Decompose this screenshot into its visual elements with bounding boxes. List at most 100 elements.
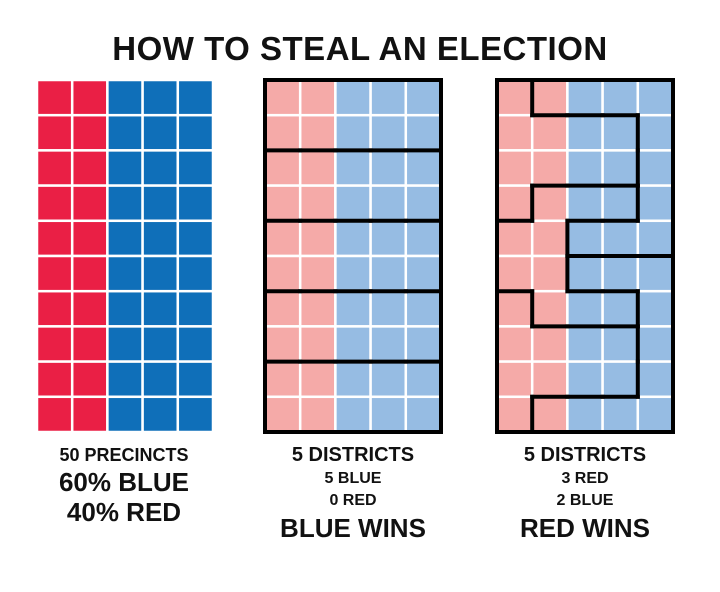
precinct-red (530, 289, 569, 328)
precinct-red (70, 254, 109, 293)
precinct-red (495, 289, 534, 328)
precinct-blue (176, 184, 215, 223)
precinct-blue (566, 78, 604, 117)
precinct-red (263, 113, 302, 152)
precinct-blue (334, 113, 372, 152)
precinct-blue (141, 325, 180, 363)
precinct-red (263, 325, 302, 363)
caption-line: 5 BLUE (324, 470, 382, 487)
precinct-blue (566, 254, 604, 293)
precinct-blue (636, 219, 675, 258)
precinct-red (298, 184, 337, 223)
precinct-blue (566, 219, 604, 258)
caption-line: 50 PRECINCTS (59, 445, 189, 465)
state-outline (495, 78, 675, 434)
precinct-red (530, 78, 569, 117)
precinct-blue (176, 113, 215, 152)
precinct-blue (404, 325, 443, 363)
precinct-red (495, 149, 534, 187)
precinct-red (35, 113, 74, 152)
precinct-red (263, 78, 302, 117)
precinct-blue (106, 78, 144, 117)
precinct-red (298, 254, 337, 293)
precinct-blue (404, 254, 443, 293)
precinct-blue (601, 254, 640, 293)
precinct-blue (141, 254, 180, 293)
precinct-blue (566, 325, 604, 363)
precinct-blue (566, 395, 604, 434)
precinct-red (70, 395, 109, 434)
precinct-red (298, 289, 337, 328)
precinct-red (530, 325, 569, 363)
caption-result: BLUE WINS (280, 513, 426, 543)
precinct-blue (334, 219, 372, 258)
precinct-red (35, 219, 74, 258)
precinct-red (495, 325, 534, 363)
precinct-blue (176, 78, 215, 117)
precinct-blue (636, 184, 675, 223)
precinct-red (263, 149, 302, 187)
precinct-blue (566, 289, 604, 328)
precinct-blue (601, 289, 640, 328)
precinct-red (70, 184, 109, 223)
precinct-blue (369, 254, 408, 293)
precinct-blue (334, 78, 372, 117)
precinct-red (263, 360, 302, 399)
precinct-red (530, 360, 569, 399)
precinct-blue (404, 113, 443, 152)
title: HOW TO STEAL AN ELECTION (112, 30, 608, 67)
precinct-blue (369, 360, 408, 399)
precinct-red (530, 184, 569, 223)
precinct-blue (636, 113, 675, 152)
precinct-blue (636, 149, 675, 187)
precinct-blue (566, 113, 604, 152)
precinct-red (495, 78, 534, 117)
precinct-blue (601, 219, 640, 258)
precinct-blue (369, 395, 408, 434)
precinct-blue (369, 184, 408, 223)
precinct-blue (404, 184, 443, 223)
precinct-blue (601, 149, 640, 187)
caption-line: 0 RED (329, 492, 377, 509)
precinct-blue (369, 219, 408, 258)
precinct-red (70, 325, 109, 363)
precinct-red (35, 149, 74, 187)
precinct-red (298, 78, 337, 117)
precinct-red (495, 254, 534, 293)
caption-result: RED WINS (520, 513, 650, 543)
precinct-blue (566, 149, 604, 187)
grid-panel-2 (263, 78, 443, 434)
precinct-blue (369, 78, 408, 117)
precinct-red (263, 254, 302, 293)
precinct-red (70, 149, 109, 187)
caption-line: 5 DISTRICTS (291, 444, 415, 466)
precinct-blue (369, 113, 408, 152)
precinct-blue (601, 360, 640, 399)
precinct-red (70, 113, 109, 152)
precinct-red (530, 395, 569, 434)
caption-fair-districts: 5 DISTRICTS 5 BLUE 0 RED BLUE WINS (233, 445, 473, 541)
precinct-blue (566, 360, 604, 399)
precinct-red (298, 149, 337, 187)
precinct-red (530, 219, 569, 258)
precinct-blue (601, 325, 640, 363)
precinct-blue (106, 360, 144, 399)
precinct-blue (334, 149, 372, 187)
precinct-blue (636, 325, 675, 363)
precinct-blue (334, 360, 372, 399)
precinct-blue (334, 254, 372, 293)
precinct-red (495, 184, 534, 223)
precinct-blue (404, 219, 443, 258)
precinct-blue (636, 289, 675, 328)
precinct-blue (141, 78, 180, 117)
precinct-red (298, 219, 337, 258)
precinct-red (298, 113, 337, 152)
precinct-blue (176, 360, 215, 399)
precinct-blue (141, 113, 180, 152)
precinct-blue (601, 78, 640, 117)
precinct-blue (176, 395, 215, 434)
precinct-red (263, 289, 302, 328)
precinct-blue (176, 289, 215, 328)
precinct-blue (141, 360, 180, 399)
